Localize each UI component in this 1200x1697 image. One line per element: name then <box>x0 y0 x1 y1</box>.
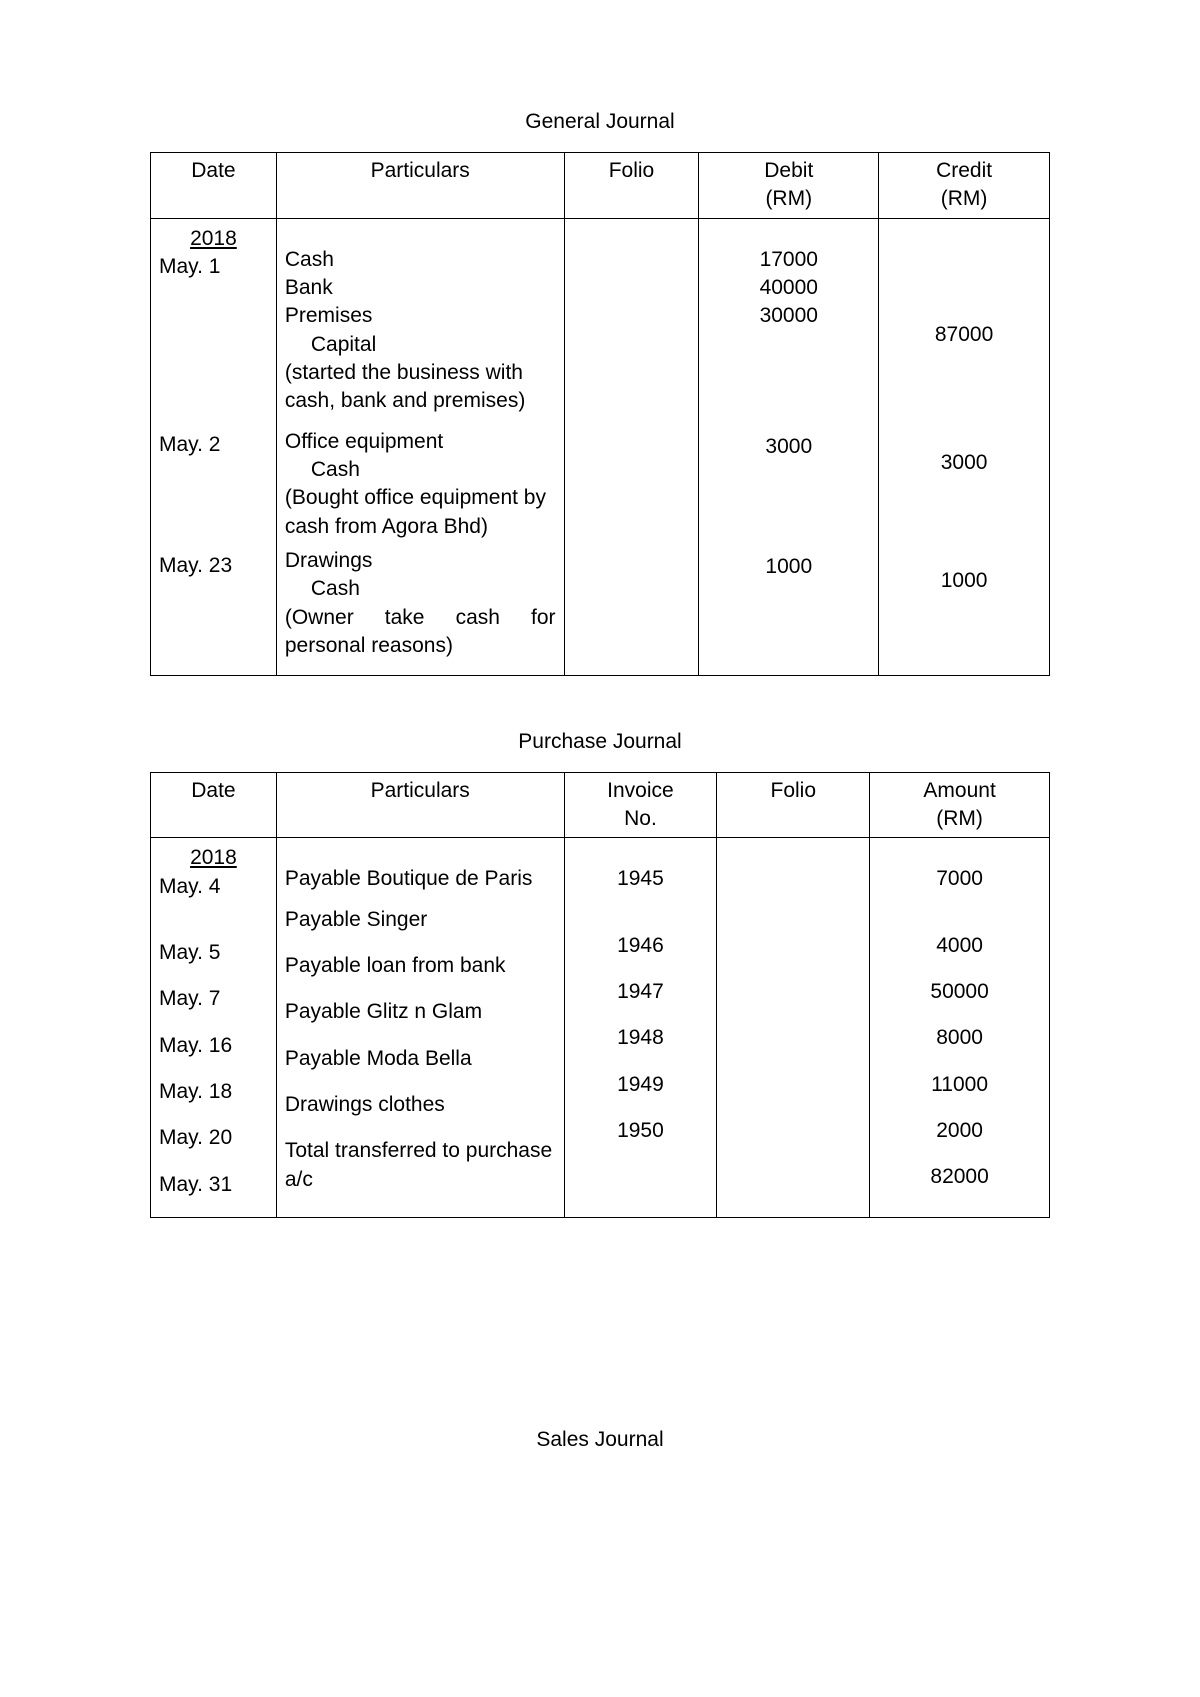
pj-date: May. 4 <box>159 873 268 901</box>
pj-part: Payable Singer <box>285 906 556 934</box>
pj-folio <box>717 838 870 1218</box>
pj-date: May. 31 <box>159 1171 268 1199</box>
invoice-value: 1946 <box>573 932 709 960</box>
gj-line: Cash <box>285 456 556 484</box>
invoice-value: 1950 <box>573 1117 709 1145</box>
pj-part: Payable Boutique de Paris <box>285 865 556 893</box>
gj-line: (started the business with cash, bank an… <box>285 359 556 416</box>
debit-value: 1000 <box>707 553 870 581</box>
pj-date: May. 16 <box>159 1032 268 1060</box>
gj-line: Cash <box>285 246 556 274</box>
gj-particulars: Cash Bank Premises Capital (started the … <box>276 218 564 675</box>
amount-value: 2000 <box>878 1117 1041 1145</box>
pj-date: May. 7 <box>159 985 268 1013</box>
col-credit: Credit (RM) <box>879 153 1050 219</box>
amount-value: 8000 <box>878 1024 1041 1052</box>
invoice-value: 1949 <box>573 1071 709 1099</box>
col-date: Date <box>151 153 277 219</box>
general-journal-title: General Journal <box>150 110 1050 134</box>
gj-folio <box>564 218 699 675</box>
general-journal-table: Date Particulars Folio Debit (RM) Credit… <box>150 152 1050 676</box>
purchase-journal-body: 2018 May. 4 May. 5 May. 7 May. 16 May. 1… <box>151 838 1050 1218</box>
gj-line: (Owner take cash for personal reasons) <box>285 604 556 661</box>
gj-line: Capital <box>285 331 556 359</box>
pj-part: Payable Glitz n Glam <box>285 998 556 1026</box>
gj-line: Premises <box>285 302 556 330</box>
amount-value: 50000 <box>878 978 1041 1006</box>
col-folio: Folio <box>564 153 699 219</box>
col-particulars: Particulars <box>276 153 564 219</box>
credit-value: 87000 <box>887 321 1041 349</box>
pj-part: Payable loan from bank <box>285 952 556 980</box>
debit-value: 30000 <box>707 302 870 330</box>
gj-date: May. 2 <box>159 431 268 459</box>
pj-invoice: 1945 1946 1947 1948 1949 1950 <box>564 838 717 1218</box>
page: General Journal Date Particulars Folio D… <box>0 0 1200 1697</box>
gj-date: May. 1 <box>159 253 268 281</box>
debit-value: 17000 <box>707 246 870 274</box>
gj-dates: 2018 May. 1 May. 2 May. 23 <box>151 218 277 675</box>
col-invoice: Invoice No. <box>564 772 717 838</box>
pj-particulars: Payable Boutique de Paris Payable Singer… <box>276 838 564 1218</box>
table-header-row: Date Particulars Folio Debit (RM) Credit… <box>151 153 1050 219</box>
pj-part: Total transferred to purchase a/c <box>285 1137 556 1194</box>
general-journal-body: 2018 May. 1 May. 2 May. 23 Cash Bank Pre… <box>151 218 1050 675</box>
debit-value: 3000 <box>707 433 870 461</box>
year-label: 2018 <box>159 225 268 253</box>
pj-date: May. 5 <box>159 939 268 967</box>
gj-line: Cash <box>285 575 556 603</box>
gj-credit: 87000 3000 1000 <box>879 218 1050 675</box>
amount-value: 4000 <box>878 932 1041 960</box>
gj-line: Bank <box>285 274 556 302</box>
amount-value: 11000 <box>878 1071 1041 1099</box>
pj-part: Payable Moda Bella <box>285 1045 556 1073</box>
amount-value: 82000 <box>878 1163 1041 1191</box>
col-amount: Amount (RM) <box>870 772 1050 838</box>
sales-journal-title: Sales Journal <box>150 1428 1050 1452</box>
gj-debit: 17000 40000 30000 3000 1000 <box>699 218 879 675</box>
pj-dates: 2018 May. 4 May. 5 May. 7 May. 16 May. 1… <box>151 838 277 1218</box>
gj-line: Drawings <box>285 547 556 575</box>
invoice-value: 1947 <box>573 978 709 1006</box>
purchase-journal-title: Purchase Journal <box>150 730 1050 754</box>
col-debit: Debit (RM) <box>699 153 879 219</box>
pj-part: Drawings clothes <box>285 1091 556 1119</box>
pj-date: May. 18 <box>159 1078 268 1106</box>
gj-line: Office equipment <box>285 428 556 456</box>
pj-date: May. 20 <box>159 1124 268 1152</box>
col-particulars: Particulars <box>276 772 564 838</box>
amount-value: 7000 <box>878 865 1041 893</box>
year-label: 2018 <box>159 844 268 872</box>
gj-date: May. 23 <box>159 552 268 580</box>
col-date: Date <box>151 772 277 838</box>
debit-value: 40000 <box>707 274 870 302</box>
invoice-value: 1945 <box>573 865 709 893</box>
col-folio: Folio <box>717 772 870 838</box>
credit-value: 1000 <box>887 567 1041 595</box>
table-header-row: Date Particulars Invoice No. Folio Amoun… <box>151 772 1050 838</box>
pj-amount: 7000 4000 50000 8000 11000 2000 82000 <box>870 838 1050 1218</box>
credit-value: 3000 <box>887 449 1041 477</box>
purchase-journal-table: Date Particulars Invoice No. Folio Amoun… <box>150 772 1050 1218</box>
invoice-value: 1948 <box>573 1024 709 1052</box>
gj-line: (Bought office equipment by cash from Ag… <box>285 484 556 541</box>
